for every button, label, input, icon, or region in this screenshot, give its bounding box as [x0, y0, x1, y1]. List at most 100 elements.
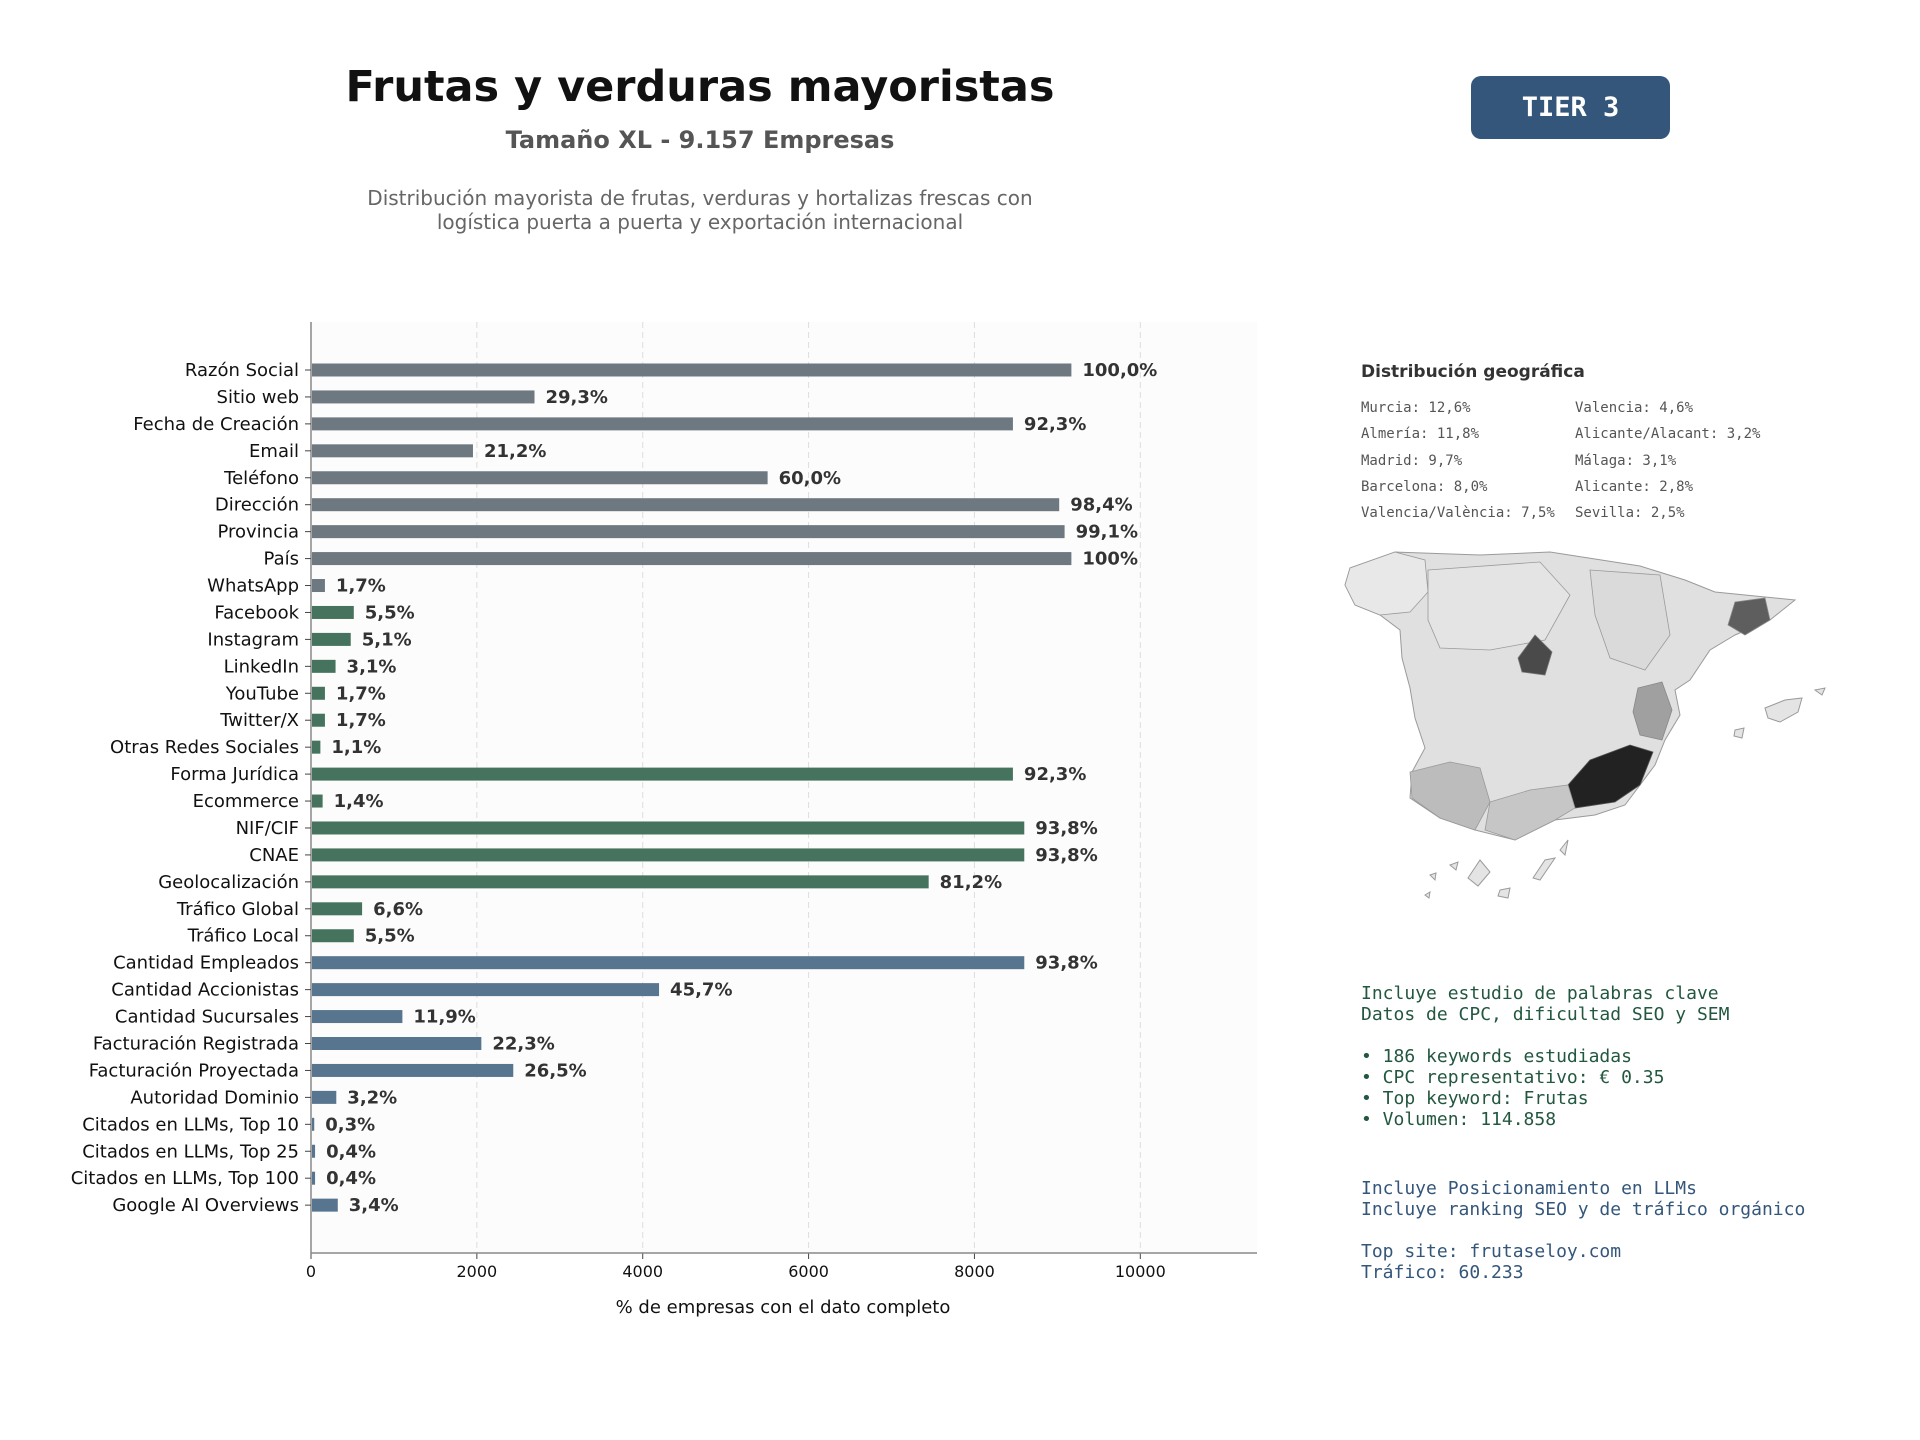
description-line-2: logística puerta a puerta y exportación …: [436, 210, 964, 234]
data-label: 1,4%: [334, 791, 384, 812]
category-label: País: [264, 549, 299, 570]
seo-bullet-3: • Top keyword: Frutas: [1361, 1088, 1589, 1109]
data-label: 22,3%: [492, 1034, 554, 1055]
category-label: Tráfico Global: [176, 899, 299, 920]
page-description: Distribución mayorista de frutas, verdur…: [250, 186, 1150, 234]
bar: [312, 1117, 315, 1131]
seo-bullet-4: • Volumen: 114.858: [1361, 1109, 1557, 1130]
x-tick-label: 10000: [1115, 1262, 1166, 1281]
seo-line-1: Incluye estudio de palabras clave: [1361, 983, 1719, 1004]
bar: [312, 1198, 338, 1212]
category-label: Geolocalización: [158, 872, 299, 893]
seo-bullet-2: • CPC representativo: € 0.35: [1361, 1067, 1665, 1088]
llm-line-3: Top site: frutaseloy.com: [1361, 1241, 1622, 1262]
category-label: NIF/CIF: [236, 818, 299, 839]
seo-bullet-1: • 186 keywords estudiadas: [1361, 1046, 1632, 1067]
geo-item: Sevilla: 2,5%: [1575, 505, 1685, 522]
data-label: 3,1%: [347, 656, 397, 677]
category-label: Forma Jurídica: [170, 764, 299, 785]
data-label: 93,8%: [1035, 818, 1097, 839]
bar-chart: Razón Social 100,0% Sitio web 29,3% Fecha de…: [71, 322, 1257, 1318]
region-madrid: [1517, 634, 1553, 676]
bar: [312, 740, 321, 754]
bar: [312, 390, 535, 404]
bar: [312, 875, 929, 889]
data-label: 45,7%: [670, 980, 732, 1001]
geo-item: Murcia: 12,6%: [1361, 400, 1471, 416]
geo-item: Almería: 11,8%: [1361, 426, 1480, 443]
geo-title: Distribución geográfica: [1361, 362, 1585, 382]
bar: [312, 956, 1025, 970]
seo-line-2: Datos de CPC, dificultad SEO y SEM: [1361, 1004, 1730, 1025]
bar: [312, 525, 1065, 539]
balearic-islands: [1733, 687, 1826, 739]
bar: [312, 686, 325, 700]
data-label: 3,4%: [349, 1195, 399, 1216]
bar: [312, 848, 1025, 862]
region-aragon: [1589, 569, 1671, 671]
page-subtitle: Tamaño XL - 9.157 Empresas: [505, 126, 895, 154]
category-label: Cantidad Sucursales: [115, 1007, 299, 1028]
category-label: Ecommerce: [193, 791, 299, 812]
bar: [312, 1010, 403, 1024]
bar: [312, 605, 354, 619]
data-label: 93,8%: [1035, 953, 1097, 974]
data-label: 29,3%: [546, 387, 608, 408]
category-label: YouTube: [225, 683, 299, 704]
llm-line-2: Incluye ranking SEO y de tráfico orgánic…: [1361, 1199, 1806, 1220]
bar: [312, 444, 473, 458]
geo-item: Valencia: 4,6%: [1575, 400, 1694, 416]
geo-item: Barcelona: 8,0%: [1361, 478, 1488, 495]
category-label: CNAE: [249, 845, 299, 866]
bar: [312, 1063, 514, 1077]
bar: [312, 1171, 316, 1185]
bar: [312, 363, 1072, 377]
category-label: Instagram: [207, 629, 299, 650]
category-label: Facturación Registrada: [93, 1034, 299, 1055]
data-label: 92,3%: [1024, 764, 1086, 785]
category-label: WhatsApp: [207, 576, 299, 597]
bar: [312, 552, 1072, 566]
x-tick-label: 6000: [788, 1262, 829, 1281]
category-label: Email: [249, 441, 299, 462]
data-label: 98,4%: [1070, 495, 1132, 516]
bar: [312, 632, 351, 646]
data-label: 93,8%: [1035, 845, 1097, 866]
bar: [312, 417, 1013, 431]
region-andalucia-west: [1409, 761, 1491, 831]
region-galicia: [1344, 551, 1429, 616]
category-label: Cantidad Accionistas: [111, 980, 299, 1001]
bar: [312, 1090, 337, 1104]
data-label: 92,3%: [1024, 414, 1086, 435]
region-malaga-granada: [1484, 784, 1576, 841]
data-label: 99,1%: [1076, 522, 1138, 543]
category-label: Facturación Proyectada: [89, 1060, 299, 1081]
bar: [312, 902, 363, 916]
bar: [312, 579, 325, 593]
geo-item: Alicante: 2,8%: [1575, 478, 1694, 495]
bar: [312, 1144, 316, 1158]
category-label: LinkedIn: [224, 656, 299, 677]
category-label: Citados en LLMs, Top 10: [82, 1114, 299, 1135]
geo-item: Alicante/Alacant: 3,2%: [1575, 426, 1761, 443]
data-label: 26,5%: [524, 1060, 586, 1081]
bar: [312, 794, 323, 808]
category-label: Sitio web: [217, 387, 299, 408]
data-label: 3,2%: [347, 1087, 397, 1108]
data-label: 100,0%: [1082, 360, 1157, 381]
category-label: Teléfono: [223, 468, 299, 489]
llm-line-4: Tráfico: 60.233: [1361, 1262, 1524, 1283]
category-label: Citados en LLMs, Top 100: [71, 1168, 299, 1189]
category-label: Tráfico Local: [187, 926, 299, 947]
category-label: Facebook: [214, 602, 299, 623]
data-label: 0,4%: [326, 1168, 376, 1189]
region-valencia: [1632, 681, 1673, 741]
data-label: 0,4%: [326, 1141, 376, 1162]
category-label: Citados en LLMs, Top 25: [82, 1141, 299, 1162]
bar: [312, 713, 325, 727]
x-axis-title: % de empresas con el dato completo: [616, 1297, 951, 1318]
bar: [312, 929, 354, 943]
bar: [312, 983, 660, 997]
data-label: 100%: [1082, 549, 1138, 570]
data-label: 21,2%: [484, 441, 546, 462]
